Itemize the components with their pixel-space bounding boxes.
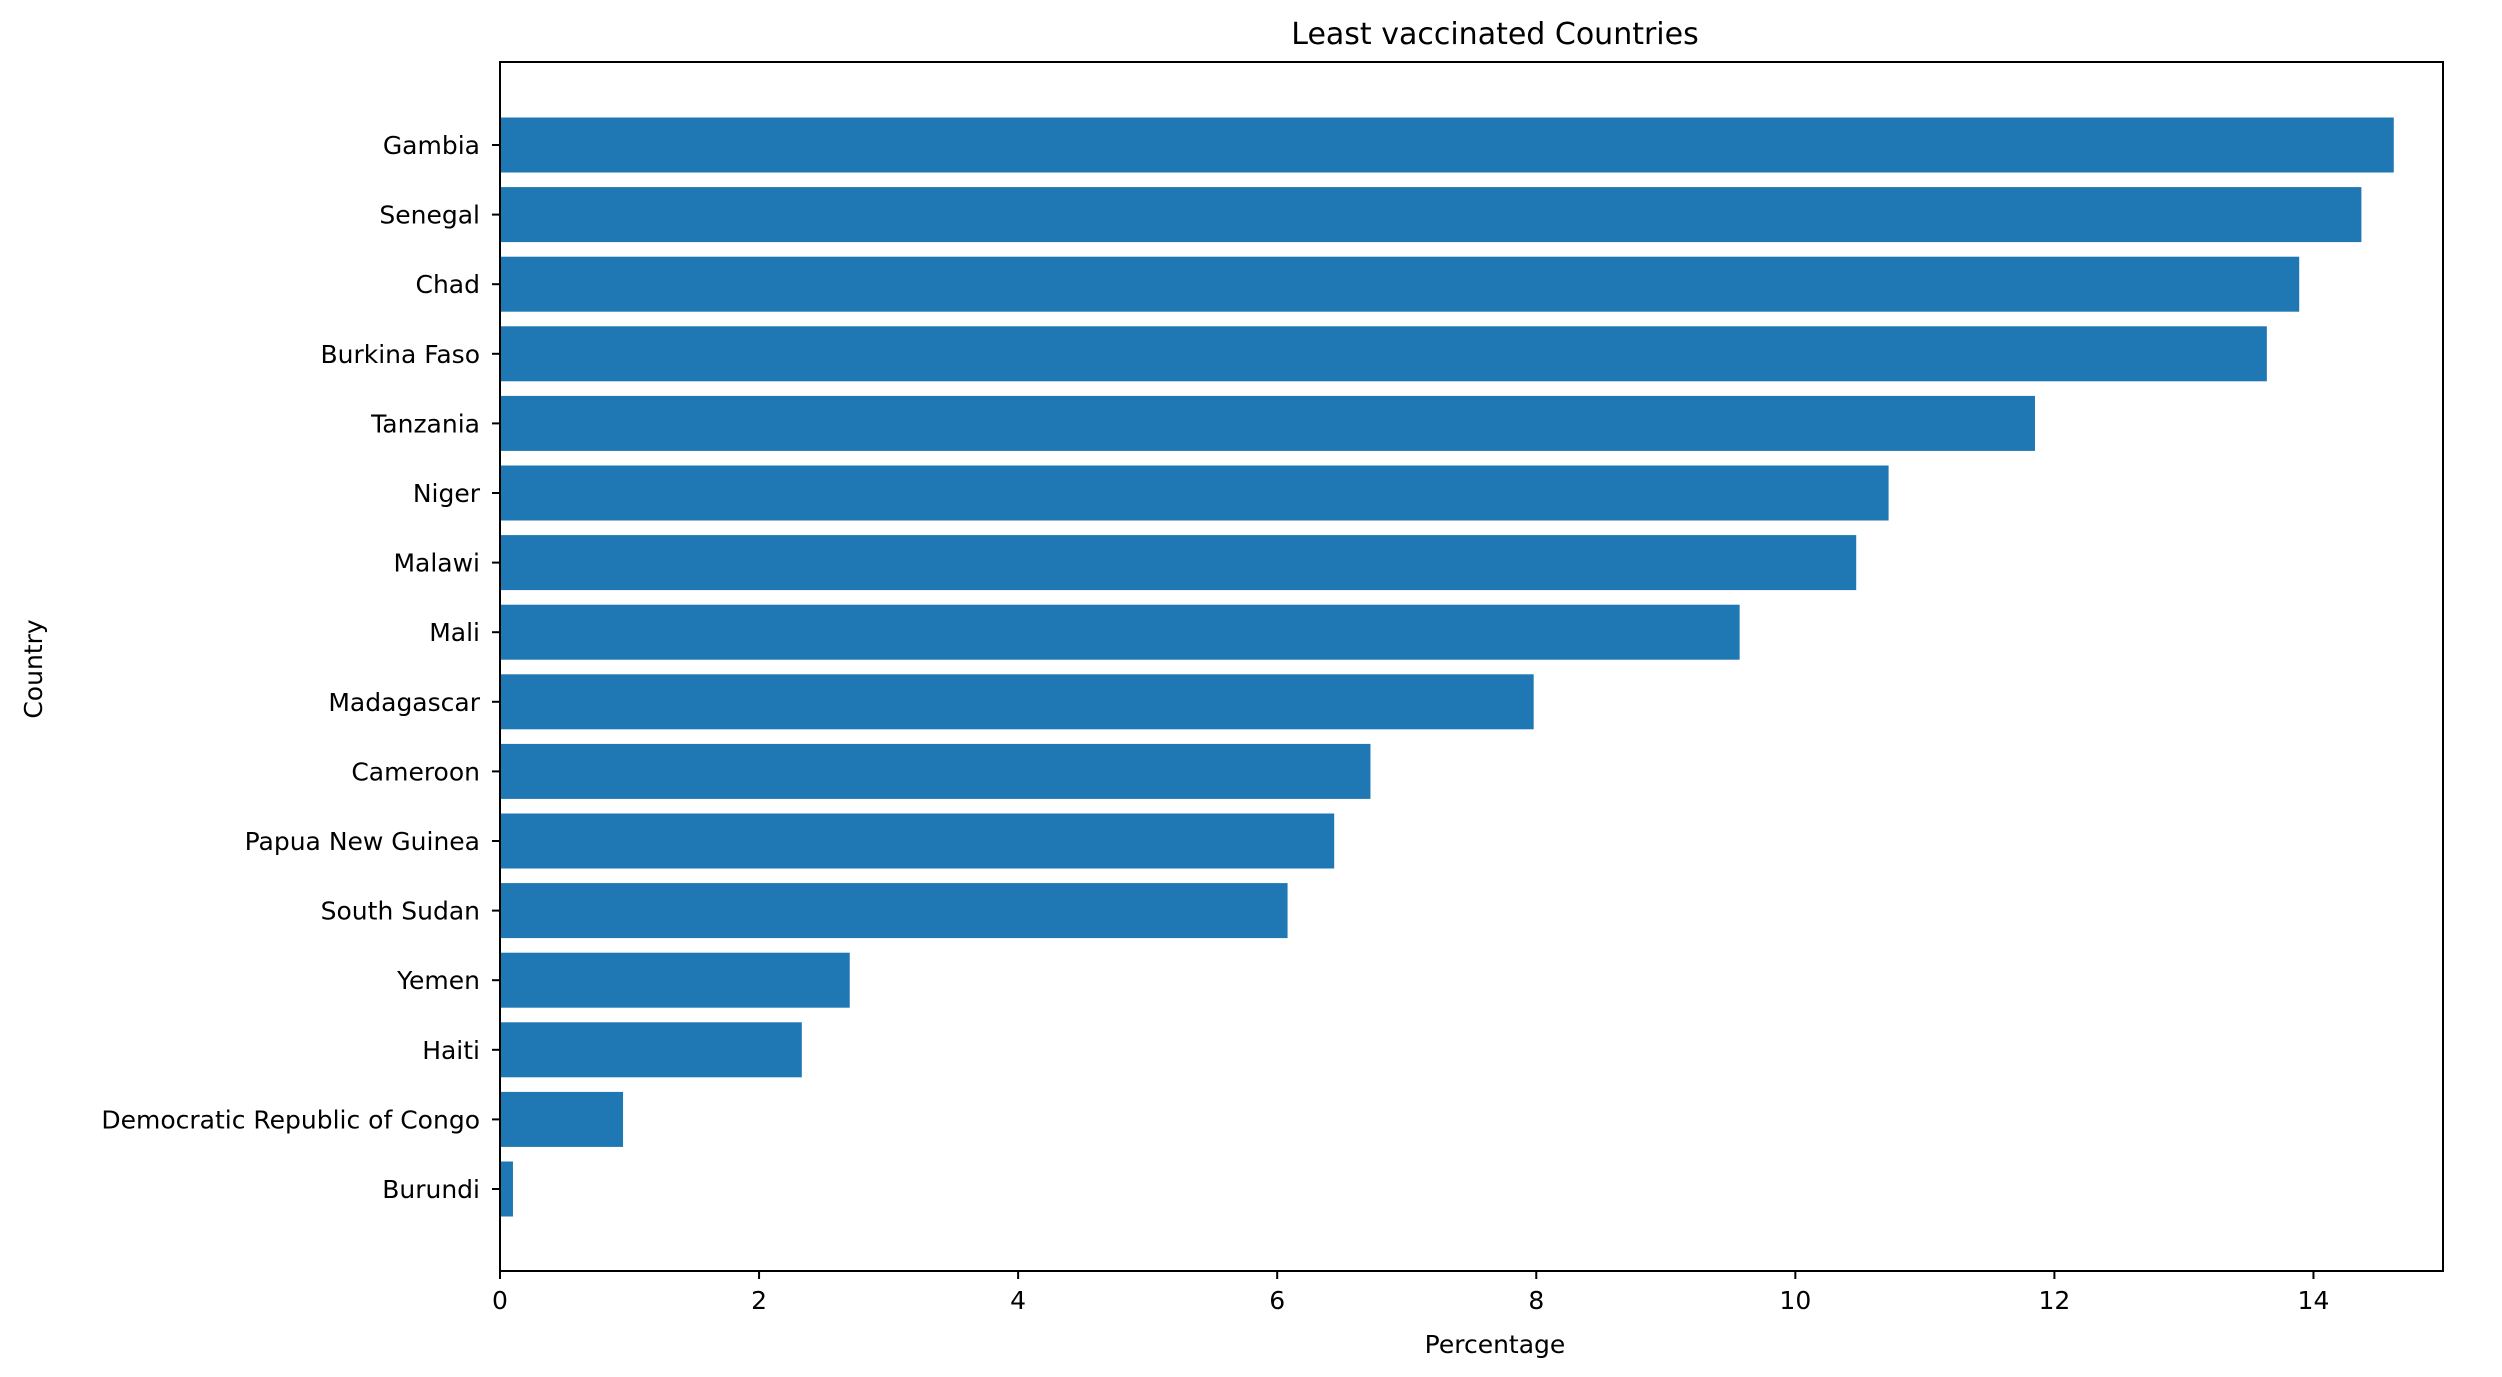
y-tick-label: Madagascar: [328, 688, 480, 717]
y-tick-label: Malawi: [393, 549, 480, 578]
y-axis: Gambia Senegal Chad Burkina Faso Tanzania Nig…: [101, 131, 500, 1204]
bar-mali: [500, 604, 1740, 660]
y-tick-label: Chad: [416, 270, 481, 299]
y-tick-label: Burkina Faso: [320, 340, 480, 369]
bar-papua-new-guinea: [500, 813, 1335, 869]
y-tick-label: Senegal: [379, 201, 480, 230]
x-tick-label: 4: [1010, 1286, 1026, 1315]
bar-burkina-faso: [500, 326, 2267, 382]
bar-tanzania: [500, 395, 2035, 451]
plot-frame: [499, 61, 2444, 1272]
x-tick-label: 14: [2298, 1286, 2330, 1315]
bar-malawi: [500, 535, 1857, 591]
x-tick-label: 12: [2038, 1286, 2070, 1315]
y-tick-label: Niger: [413, 479, 481, 508]
y-axis-title: Country: [19, 619, 48, 719]
x-axis: 0 2 4 6 8 10 12 14: [492, 1271, 2329, 1315]
y-tick-label: Burundi: [382, 1175, 480, 1204]
y-tick-label: Gambia: [383, 131, 480, 160]
y-tick-label: Mali: [429, 618, 480, 647]
y-tick-label: Cameroon: [351, 757, 480, 786]
bar-senegal: [500, 187, 2362, 243]
y-tick-label: Tanzania: [370, 409, 480, 438]
bar-haiti: [500, 1022, 802, 1078]
bars-layer: [500, 117, 2394, 1217]
x-tick-label: 2: [751, 1286, 767, 1315]
bar-niger: [500, 465, 1889, 521]
x-tick-label: 10: [1779, 1286, 1811, 1315]
x-tick-label: 8: [1528, 1286, 1544, 1315]
bar-burundi: [500, 1161, 513, 1217]
bar-cameroon: [500, 743, 1371, 799]
y-tick-label: Haiti: [422, 1036, 480, 1065]
bar-south-sudan: [500, 883, 1288, 939]
y-tick-label: Yemen: [396, 966, 480, 995]
chart-title: Least vaccinated Countries: [1291, 17, 1698, 52]
bar-democratic-republic-of-congo: [500, 1091, 624, 1147]
bar-yemen: [500, 952, 850, 1008]
y-tick-label: Papua New Guinea: [245, 827, 480, 856]
x-tick-label: 0: [492, 1286, 508, 1315]
bar-madagascar: [500, 674, 1534, 730]
bar-gambia: [500, 117, 2394, 173]
y-tick-label: Democratic Republic of Congo: [101, 1105, 480, 1134]
y-tick-label: South Sudan: [321, 897, 480, 926]
x-axis-title: Percentage: [1425, 1330, 1566, 1359]
bar-chad: [500, 256, 2300, 312]
x-tick-label: 6: [1269, 1286, 1285, 1315]
